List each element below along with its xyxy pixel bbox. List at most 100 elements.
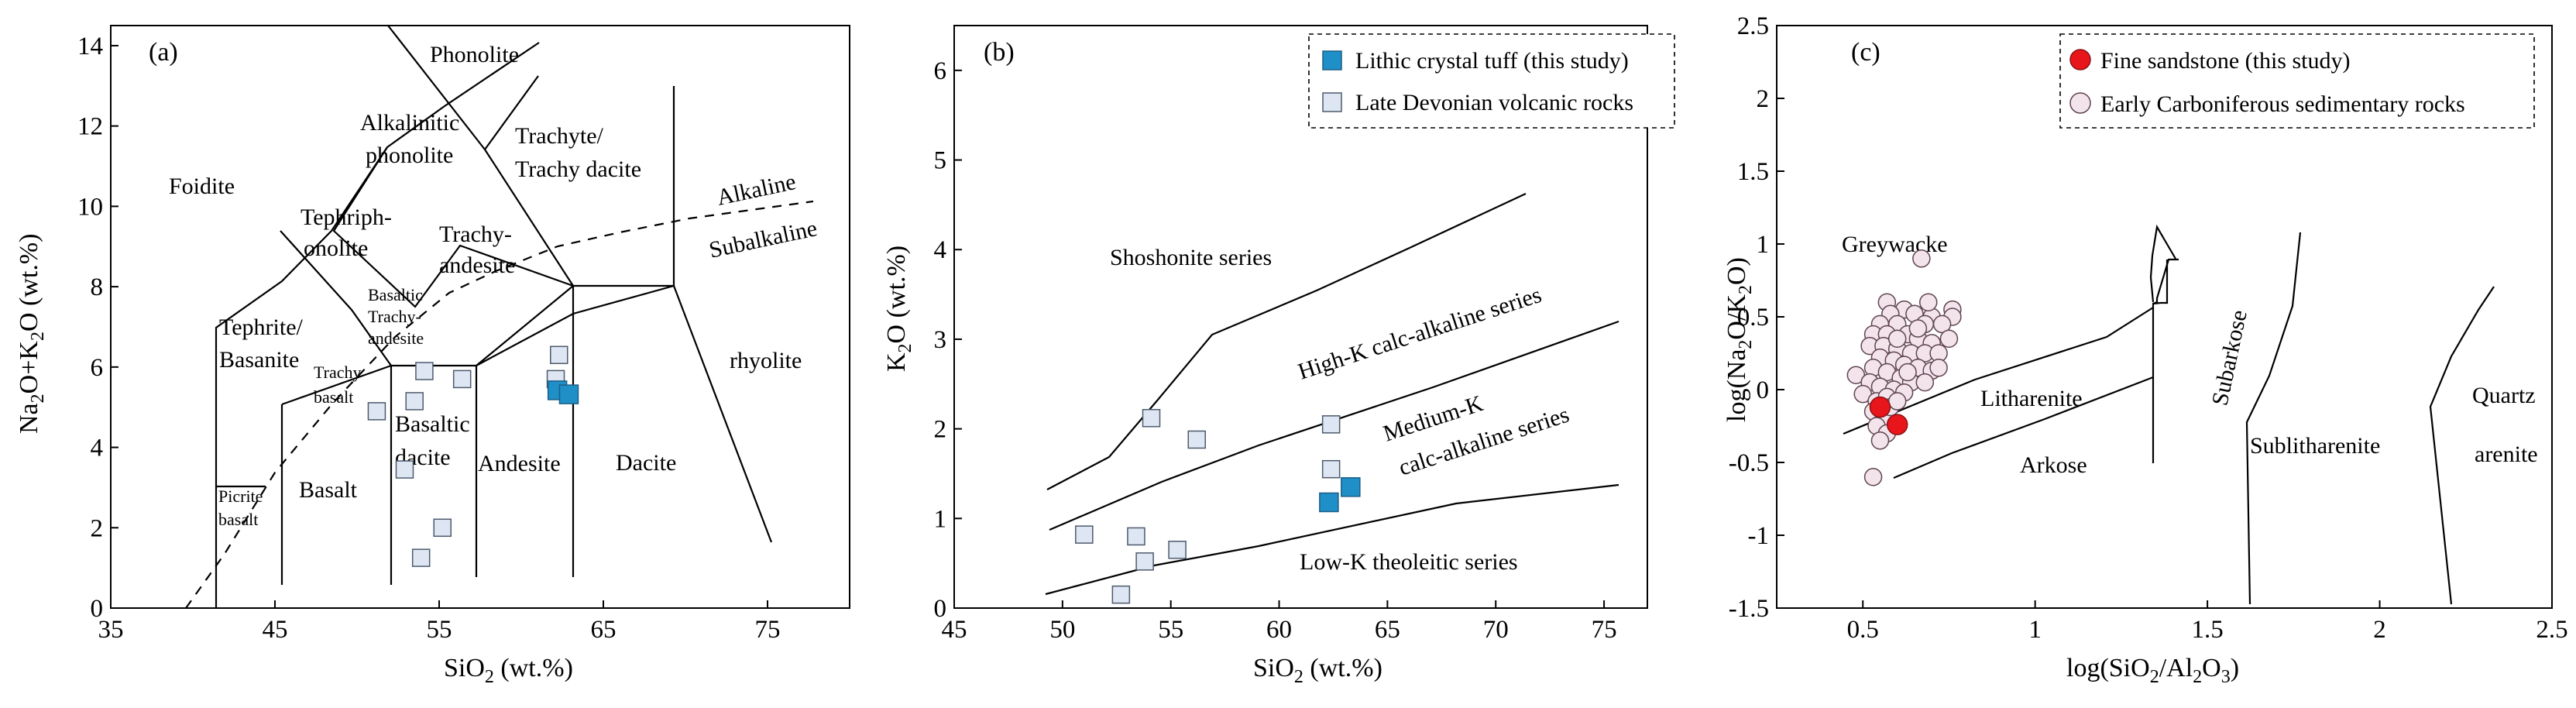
panel-b-label: (b) xyxy=(984,38,1015,67)
panel-a-ticks: 35 45 55 65 75 0 2 4 6 8 10 12 14 xyxy=(77,33,781,644)
x-tick-label: 45 xyxy=(942,616,967,644)
panel-a: (a) 35 45 55 65 75 0 2 4 6 8 10 12 14 Foidite Phonol… xyxy=(15,25,850,687)
x-tick-label: 45 xyxy=(263,616,288,644)
panel-c-label: (c) xyxy=(1851,38,1880,67)
panel-a-frame xyxy=(110,25,850,609)
sedimentary-point xyxy=(1887,329,1907,348)
field-label: Low-K theoleitic series xyxy=(1300,549,1518,575)
panel-c: (c) 0.5 1 1.5 2 2.5 -1.5 -1 -0.5 0 0.5 1 1.5 2 2.5 Fi… xyxy=(1722,12,2568,687)
series-boundary-line xyxy=(1046,193,1527,490)
legend-swatch-tuff xyxy=(1322,50,1342,70)
x-tick-label: 35 xyxy=(98,616,124,644)
y-tick-label: 12 xyxy=(77,113,103,141)
field-label: Tephriph- xyxy=(301,204,392,230)
legend-label: Lithic crystal tuff (this study) xyxy=(1355,48,1629,74)
field-label: High-K calc-alkaline series xyxy=(1295,282,1544,385)
x-tick-label: 2.5 xyxy=(2536,616,2567,644)
field-label: Picrite xyxy=(218,486,263,506)
y-tick-label: 4 xyxy=(934,236,947,264)
x-tick-label: 65 xyxy=(1375,616,1400,644)
field-label: Basaltic xyxy=(395,411,470,437)
volcanic-point xyxy=(433,518,452,538)
panel-a-ylabel: Na2O+K2O (wt.%) xyxy=(15,234,48,434)
y-tick-label: 1 xyxy=(934,505,947,533)
y-tick-label: 5 xyxy=(934,147,947,175)
series-boundary-line xyxy=(1049,320,1619,531)
classification-line xyxy=(2152,258,2179,463)
classification-line xyxy=(2149,224,2176,303)
panel-b-legend: Lithic crystal tuff (this study) Late De… xyxy=(1308,33,1675,129)
field-label: Quartz xyxy=(2472,383,2536,408)
panel-c-ticks: 0.5 1 1.5 2 2.5 -1.5 -1 -0.5 0 0.5 1 1.5 2 2.5 xyxy=(1729,12,2568,644)
legend-box xyxy=(2059,33,2535,129)
panel-a-label: (a) xyxy=(149,38,178,67)
field-label: phonolite xyxy=(366,143,453,168)
x-tick-label: 75 xyxy=(1592,616,1617,644)
panel-c-lines xyxy=(1843,224,2495,605)
volcanic-point xyxy=(395,460,414,479)
sedimentary-point xyxy=(1919,293,1938,311)
field-label: rhyolite xyxy=(730,348,802,373)
y-tick-label: 2 xyxy=(934,416,947,444)
sedimentary-point xyxy=(1929,359,1948,377)
sedimentary-point xyxy=(1912,249,1931,268)
sedimentary-point xyxy=(1939,329,1959,348)
volcanic-point xyxy=(1142,408,1161,428)
panel-a-xlabel: SiO2 (wt.%) xyxy=(444,654,573,687)
sedimentary-point xyxy=(1870,431,1890,450)
volcanic-point xyxy=(1135,552,1154,571)
y-tick-label: 3 xyxy=(934,326,947,354)
field-label: Foidite xyxy=(169,174,235,199)
tas-boundary-line xyxy=(332,146,574,308)
legend-label: Early Carboniferous sedimentary rocks xyxy=(2100,91,2465,117)
field-label: basalt xyxy=(314,387,353,407)
sandstone-point xyxy=(1869,396,1891,418)
y-tick-label: 0 xyxy=(1757,376,1770,404)
sedimentary-point xyxy=(1898,363,1917,382)
volcanic-point xyxy=(411,548,431,567)
tas-boundary-line xyxy=(672,285,773,543)
y-tick-label: 2.5 xyxy=(1737,12,1769,40)
panel-c-legend: Fine sandstone (this study) Early Carbon… xyxy=(2059,33,2535,129)
field-label: Litharenite xyxy=(1980,386,2083,411)
volcanic-point xyxy=(1187,430,1206,449)
series-boundary-line xyxy=(1045,483,1619,596)
field-label: Sublitharenite xyxy=(2250,433,2380,459)
field-label: andesite xyxy=(368,328,424,348)
tas-boundary-line xyxy=(281,364,392,406)
sedimentary-point xyxy=(1863,468,1883,486)
volcanic-point xyxy=(367,402,386,421)
field-label: Trachy- xyxy=(439,222,512,247)
volcanic-point xyxy=(1127,527,1145,546)
panel-b-ylabel: K2O (wt.%) xyxy=(882,246,915,372)
sedimentary-point xyxy=(1887,392,1907,411)
y-tick-label: 10 xyxy=(77,193,103,221)
x-tick-label: 0.5 xyxy=(1847,616,1879,644)
y-tick-label: 0 xyxy=(91,595,104,623)
y-tick-label: -1.5 xyxy=(1729,595,1769,623)
panel-c-points xyxy=(1846,249,1962,486)
tas-boundary-line xyxy=(280,230,392,366)
legend-label: Late Devonian volcanic rocks xyxy=(1355,90,1633,115)
subalkaline-label: Subalkaline xyxy=(707,215,819,263)
panel-b-xlabel: SiO2 (wt.%) xyxy=(1253,654,1382,687)
tuff-point xyxy=(558,384,579,404)
field-label: Basalt xyxy=(299,477,358,503)
y-tick-label: 2 xyxy=(1757,85,1770,113)
volcanic-point xyxy=(405,392,424,411)
legend-label: Fine sandstone (this study) xyxy=(2100,48,2351,74)
volcanic-point xyxy=(1111,585,1131,604)
classification-line xyxy=(1893,376,2154,479)
panel-a-boundaries xyxy=(185,25,814,609)
panel-b-points xyxy=(1075,408,1361,604)
sandstone-point xyxy=(1886,414,1908,435)
volcanic-point xyxy=(1075,525,1094,544)
panel-b-lines xyxy=(1045,193,1619,596)
legend-box xyxy=(1308,33,1675,129)
x-tick-label: 65 xyxy=(591,616,617,644)
y-tick-label: -0.5 xyxy=(1729,449,1769,477)
y-tick-label: 4 xyxy=(91,435,104,462)
classification-line xyxy=(2429,286,2495,605)
classification-line xyxy=(1843,307,2154,435)
